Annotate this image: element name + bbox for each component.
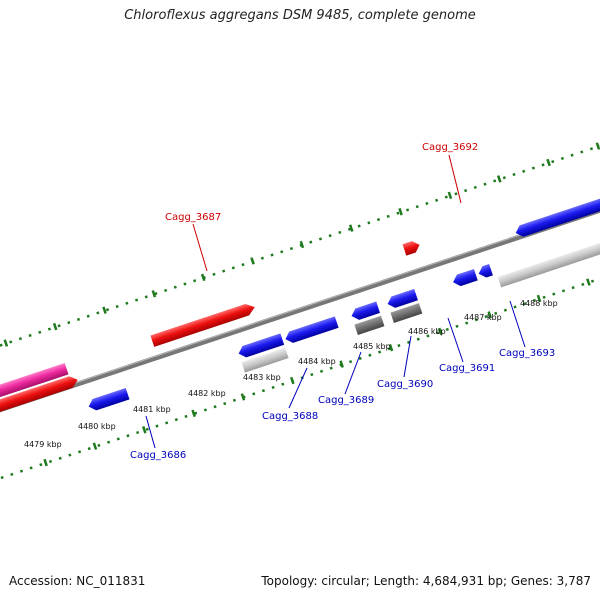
inner-major-ticks xyxy=(43,278,591,467)
gene-pseudo-dark-grey-2[interactable] xyxy=(390,303,423,324)
gene-label-cagg-3689[interactable]: Cagg_3689 xyxy=(318,395,374,406)
gene-arrow-cagg-3687[interactable] xyxy=(150,301,256,347)
gene-arrow-cagg-3688[interactable] xyxy=(237,333,285,359)
gene-arrow-cagg-3690[interactable] xyxy=(350,301,381,322)
genome-title: Chloroflexus aggregans DSM 9485, complet… xyxy=(124,8,476,23)
gene-label-cagg-3687[interactable]: Cagg_3687 xyxy=(165,212,221,223)
leader-cagg-3692 xyxy=(448,154,462,204)
gene-label-cagg-3693[interactable]: Cagg_3693 xyxy=(499,348,555,359)
kbp-label: 4485 kbp xyxy=(353,342,391,351)
gene-arrow-cagg-3689[interactable] xyxy=(284,316,339,344)
leader-cagg-3686 xyxy=(145,415,156,449)
gene-arrow-pink[interactable] xyxy=(0,362,69,432)
gene-label-cagg-3691[interactable]: Cagg_3691 xyxy=(439,363,495,374)
gene-pseudo-light-grey-1[interactable] xyxy=(241,347,289,373)
kbp-label: 4484 kbp xyxy=(298,357,336,366)
leader-cagg-3693 xyxy=(509,300,526,348)
gene-arrow-cagg-3691[interactable] xyxy=(386,288,418,310)
outer-major-ticks xyxy=(3,142,600,347)
kbp-label: 4488 kbp xyxy=(520,299,558,308)
leader-cagg-3690 xyxy=(403,335,412,378)
outer-tick-dots xyxy=(0,93,600,412)
leader-cagg-3691 xyxy=(447,317,464,363)
kbp-label: 4479 kbp xyxy=(24,440,62,449)
kbp-label: 4481 kbp xyxy=(133,405,171,414)
gene-label-cagg-3688[interactable]: Cagg_3688 xyxy=(262,411,318,422)
leader-cagg-3688 xyxy=(288,367,308,409)
gene-pseudo-dark-grey-1[interactable] xyxy=(354,315,385,336)
gene-label-cagg-3692[interactable]: Cagg_3692 xyxy=(422,142,478,153)
gene-arrow-small-blue[interactable] xyxy=(477,263,493,279)
gene-arrow-red-left[interactable] xyxy=(0,374,80,445)
gene-label-cagg-3686[interactable]: Cagg_3686 xyxy=(130,450,186,461)
accession-text: Accession: NC_011831 xyxy=(9,574,146,588)
kbp-label: 4486 kbp xyxy=(408,327,446,336)
kbp-label: 4480 kbp xyxy=(78,422,116,431)
gene-arrow-cagg-3693[interactable] xyxy=(451,268,478,288)
gene-label-cagg-3690[interactable]: Cagg_3690 xyxy=(377,379,433,390)
leader-cagg-3689 xyxy=(344,351,362,395)
inner-tick-dots xyxy=(0,212,600,531)
gene-pseudo-light-grey-2[interactable] xyxy=(497,238,600,288)
kbp-label: 4482 kbp xyxy=(188,389,226,398)
leader-cagg-3687 xyxy=(192,223,208,272)
kbp-label: 4483 kbp xyxy=(243,373,281,382)
gene-arrow-right-blue[interactable] xyxy=(514,198,600,239)
kbp-label: 4487 kbp xyxy=(464,313,502,322)
gene-arrow-cagg-3686[interactable] xyxy=(87,388,130,412)
gene-arrow-cagg-3692[interactable] xyxy=(402,239,421,256)
topology-text: Topology: circular; Length: 4,684,931 bp… xyxy=(261,574,591,588)
